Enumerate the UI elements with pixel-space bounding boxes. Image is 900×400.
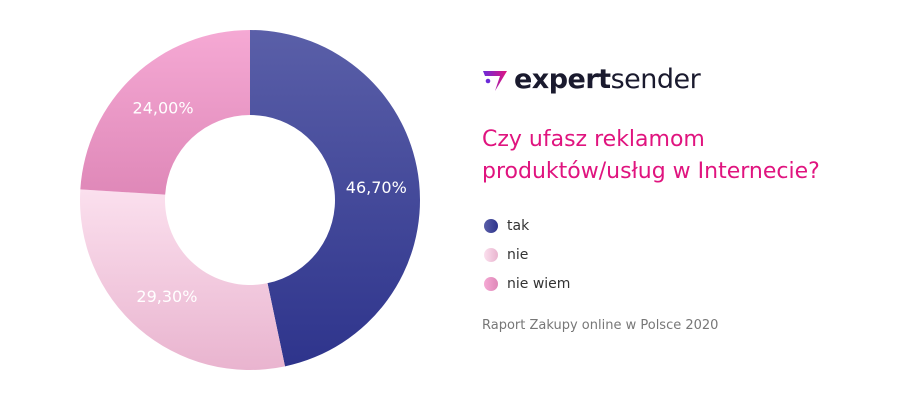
legend-dot-tak: [484, 218, 498, 233]
legend-dot-nie: [484, 247, 498, 262]
legend-item-tak: tak: [484, 211, 570, 240]
legend-label: nie: [507, 246, 529, 263]
source-note: Raport Zakupy online w Polsce 2020: [482, 318, 719, 333]
data-label-nie: 29,30%: [136, 287, 197, 306]
expertsender-logo: expertsender: [482, 64, 701, 95]
legend-label: tak: [507, 217, 530, 234]
legend: tak nie nie wiem: [484, 211, 570, 298]
legend-item-nie: nie: [484, 240, 570, 269]
title-line-1: Czy ufasz reklamom: [482, 127, 705, 152]
donut-chart: 46,70% 29,30% 24,00%: [79, 30, 421, 370]
data-label-nie-wiem: 24,00%: [133, 98, 194, 117]
slice-nie-wiem: [80, 30, 251, 195]
chart-title: Czy ufasz reklamom produktów/usług w Int…: [482, 124, 820, 188]
legend-label: nie wiem: [507, 275, 571, 292]
logo-mark-icon: [483, 70, 507, 91]
title-line-2: produktów/usług w Internecie?: [482, 159, 820, 184]
logo-text-regular: sender: [610, 64, 701, 95]
slice-nie: [79, 189, 285, 370]
legend-item-nie-wiem: nie wiem: [484, 269, 570, 298]
logo-text-bold: expert: [514, 64, 611, 95]
legend-dot-nie-wiem: [484, 276, 498, 291]
slice-tak: [250, 30, 421, 367]
data-label-tak: 46,70%: [346, 178, 407, 197]
